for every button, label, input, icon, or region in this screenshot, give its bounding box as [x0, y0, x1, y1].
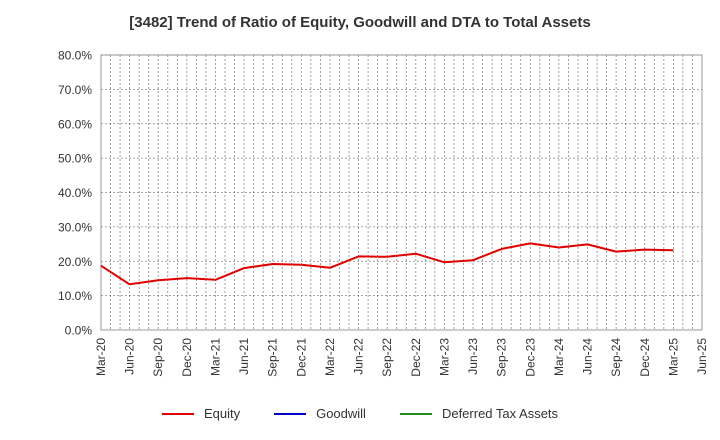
x-tick-label: Dec-23 [523, 338, 537, 377]
x-tick-label: Mar-25 [666, 338, 680, 376]
x-tick-label: Jun-23 [466, 338, 480, 375]
legend: Equity Goodwill Deferred Tax Assets [0, 406, 720, 421]
y-tick-label: 0.0% [65, 324, 93, 338]
x-tick-label: Sep-22 [380, 338, 394, 377]
x-tick-label: Dec-22 [409, 338, 423, 377]
y-tick-label: 30.0% [58, 220, 92, 234]
legend-swatch-deferred-tax-assets [399, 412, 432, 415]
x-tick-label: Sep-24 [609, 338, 623, 377]
x-tick-label: Dec-21 [294, 338, 308, 377]
x-tick-label: Jun-20 [123, 338, 137, 375]
x-tick-label: Mar-24 [552, 338, 566, 376]
x-tick-label: Jun-21 [237, 338, 251, 375]
y-tick-label: 60.0% [58, 117, 92, 131]
series-line-equity [100, 242, 674, 286]
x-tick-label: Mar-21 [208, 338, 222, 376]
x-tick-label: Dec-20 [180, 338, 194, 377]
x-tick-label: Jun-25 [695, 338, 709, 375]
legend-item-goodwill: Goodwill [274, 406, 366, 421]
y-tick-label: 80.0% [58, 49, 92, 63]
grid-layer [100, 54, 703, 331]
y-tick-label: 20.0% [58, 255, 92, 269]
legend-label-goodwill: Goodwill [316, 406, 366, 421]
y-tick-label: 70.0% [58, 83, 92, 97]
series-layer [100, 242, 674, 286]
x-tick-label: Sep-21 [266, 338, 280, 377]
chart-title: [3482] Trend of Ratio of Equity, Goodwil… [129, 14, 591, 31]
y-tick-label: 50.0% [58, 152, 92, 166]
y-tick-label: 10.0% [58, 289, 92, 303]
x-tick-label: Jun-22 [352, 338, 366, 375]
axis-layer: 0.0% 10.0% 20.0% 30.0% 40.0% 50.0% 60.0% 70.0% 8… [58, 49, 709, 377]
legend-item-equity: Equity [161, 406, 241, 421]
x-tick-label: Sep-20 [151, 338, 165, 377]
x-tick-label: Mar-23 [437, 338, 451, 376]
legend-label-equity: Equity [203, 406, 241, 421]
x-tick-label: Dec-24 [638, 338, 652, 377]
legend-swatch-equity [161, 412, 194, 415]
legend-swatch-goodwill [274, 412, 307, 415]
x-tick-label: Mar-22 [323, 338, 337, 376]
x-tick-label: Mar-20 [94, 338, 108, 376]
legend-item-deferred-tax-assets: Deferred Tax Assets [399, 406, 559, 421]
x-tick-label: Sep-23 [495, 338, 509, 377]
x-tick-label: Jun-24 [581, 338, 595, 375]
legend-label-deferred-tax-assets: Deferred Tax Assets [441, 406, 559, 421]
y-tick-label: 40.0% [58, 186, 92, 200]
